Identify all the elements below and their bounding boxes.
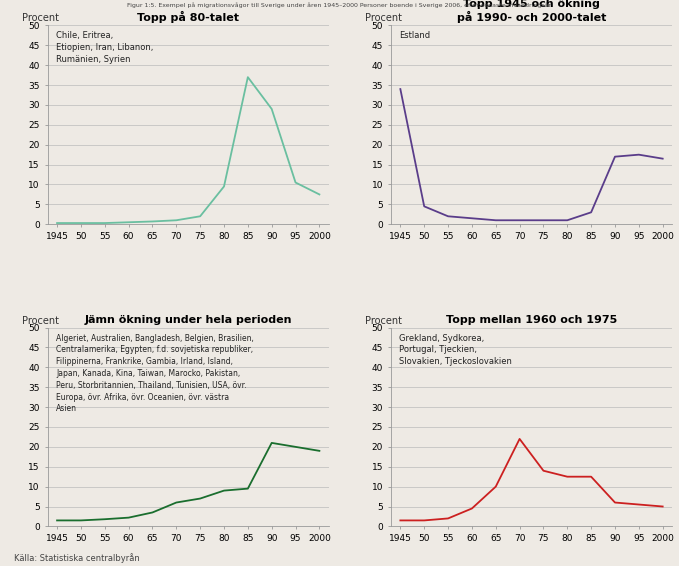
Text: Figur 1:5. Exempel på migrationsvågor till Sverige under åren 1945–2000 Personer: Figur 1:5. Exempel på migrationsvågor ti… bbox=[128, 3, 551, 8]
Text: Grekland, Sydkorea,
Portugal, Tjeckien,
Slovakien, Tjeckoslovakien: Grekland, Sydkorea, Portugal, Tjeckien, … bbox=[399, 333, 512, 366]
Text: Chile, Eritrea,
Etiopien, Iran, Libanon,
Rumänien, Syrien: Chile, Eritrea, Etiopien, Iran, Libanon,… bbox=[56, 32, 153, 64]
Text: Procent: Procent bbox=[22, 316, 59, 325]
Text: Algeriet, Australien, Bangladesh, Belgien, Brasilien,
Centralamerika, Egypten, f: Algeriet, Australien, Bangladesh, Belgie… bbox=[56, 333, 254, 413]
Title: Jämn ökning under hela perioden: Jämn ökning under hela perioden bbox=[84, 315, 292, 325]
Text: Procent: Procent bbox=[365, 14, 403, 23]
Title: Topp på 80-talet: Topp på 80-talet bbox=[137, 11, 239, 23]
Title: Topp 1945 och ökning
på 1990- och 2000-talet: Topp 1945 och ökning på 1990- och 2000-t… bbox=[457, 0, 606, 23]
Text: Procent: Procent bbox=[22, 14, 59, 23]
Text: Procent: Procent bbox=[365, 316, 403, 325]
Text: Källa: Statistiska centralbyrån: Källa: Statistiska centralbyrån bbox=[14, 554, 139, 563]
Text: Estland: Estland bbox=[399, 32, 430, 40]
Title: Topp mellan 1960 och 1975: Topp mellan 1960 och 1975 bbox=[446, 315, 617, 325]
